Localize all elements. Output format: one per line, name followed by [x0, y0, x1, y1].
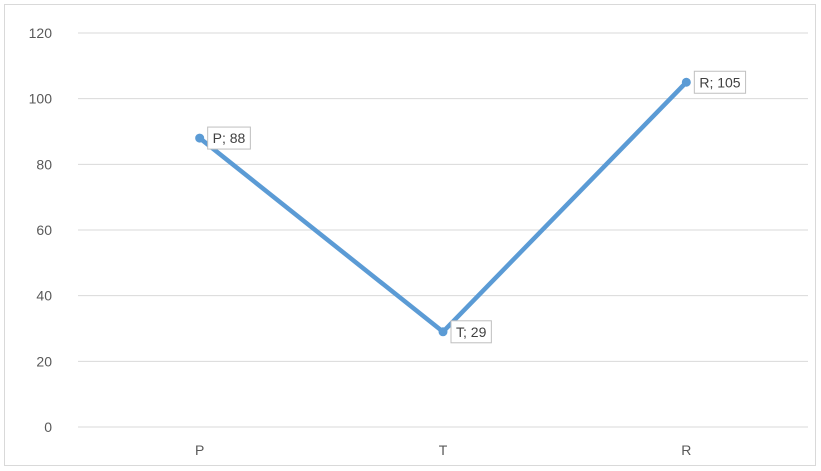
series — [195, 77, 691, 337]
data-point — [195, 133, 205, 143]
data-label-box — [693, 70, 747, 94]
data-point — [438, 327, 448, 337]
data-label-text: T; 29 — [456, 324, 487, 340]
y-tick-label: 40 — [36, 288, 52, 304]
data-labels: P; 88 T; 29 R; 105 — [207, 70, 747, 344]
data-label: T; 29 — [450, 320, 492, 344]
x-tick-label: R — [681, 442, 691, 458]
x-tick-label: P — [195, 442, 204, 458]
y-tick-label: 100 — [29, 91, 53, 107]
data-point — [681, 77, 691, 87]
data-label-text: P; 88 — [213, 130, 246, 146]
y-tick-label: 0 — [44, 419, 52, 435]
data-label-text: R; 105 — [699, 74, 740, 90]
gridlines — [78, 32, 808, 428]
x-tick-label: T — [439, 442, 448, 458]
chart-area — [4, 4, 816, 466]
data-label-box — [450, 320, 492, 344]
y-tick-label: 80 — [36, 156, 52, 172]
data-label: R; 105 — [693, 70, 747, 94]
data-label: P; 88 — [207, 126, 251, 150]
y-tick-label: 120 — [29, 25, 53, 41]
data-label-box — [207, 126, 251, 150]
y-tick-label: 20 — [36, 353, 52, 369]
y-axis: 0 20 40 60 80 100 120 — [29, 25, 53, 435]
series-line — [197, 80, 689, 335]
y-tick-label: 60 — [36, 222, 52, 238]
